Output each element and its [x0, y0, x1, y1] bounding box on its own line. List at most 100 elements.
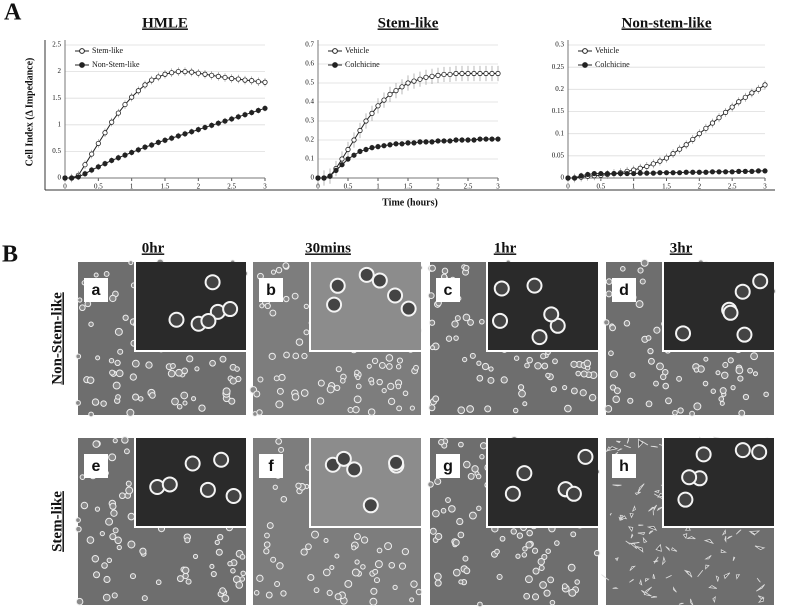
cell	[291, 292, 299, 300]
marker	[477, 70, 483, 77]
cell	[494, 548, 500, 555]
cell	[671, 547, 678, 552]
cell	[721, 371, 729, 380]
cell	[518, 389, 526, 398]
y-tick-label: 0.6	[305, 60, 314, 68]
legend-marker	[332, 48, 338, 54]
inset-cell	[329, 277, 346, 294]
cell	[719, 387, 727, 395]
cell	[629, 565, 636, 571]
cell	[467, 472, 475, 480]
cell	[623, 444, 631, 449]
panel-letter: d	[619, 282, 629, 299]
cell	[682, 533, 688, 540]
cell	[428, 264, 436, 272]
cell	[526, 529, 533, 537]
cell	[642, 536, 648, 543]
marker	[209, 122, 215, 128]
marker	[690, 136, 696, 143]
cell	[77, 297, 83, 303]
cell	[355, 375, 361, 381]
inset-cell	[565, 485, 582, 502]
marker	[670, 170, 676, 176]
marker	[82, 162, 88, 168]
cell	[115, 369, 124, 378]
marker	[477, 136, 483, 142]
y-tick-label: 0.1	[555, 129, 564, 137]
cell	[118, 492, 126, 500]
cell	[370, 587, 378, 595]
cell	[629, 372, 636, 379]
marker	[604, 170, 611, 177]
cell	[129, 573, 137, 580]
cell	[103, 575, 111, 584]
marker	[703, 169, 709, 175]
cell	[656, 362, 664, 371]
cell	[513, 355, 520, 361]
cell	[684, 570, 693, 578]
cell	[121, 436, 129, 444]
cell	[715, 575, 720, 582]
cell	[353, 533, 361, 540]
cell	[326, 589, 333, 596]
cell	[616, 440, 621, 444]
cell	[301, 352, 308, 360]
cell	[510, 528, 517, 535]
cell	[525, 541, 533, 549]
cell	[374, 560, 383, 569]
cell	[549, 599, 556, 606]
cell	[479, 454, 485, 460]
marker	[375, 144, 381, 150]
marker	[189, 129, 195, 135]
cell	[106, 557, 113, 563]
marker	[351, 152, 357, 158]
x-tick-label: 0	[316, 183, 320, 191]
cell	[127, 540, 136, 549]
cell	[752, 371, 758, 377]
cell	[653, 326, 661, 334]
cell	[538, 564, 545, 572]
marker	[709, 169, 716, 175]
marker	[624, 170, 630, 177]
marker	[357, 127, 363, 134]
cell	[300, 389, 309, 397]
cell	[429, 345, 435, 351]
marker	[447, 138, 453, 144]
marker	[215, 120, 221, 126]
cell	[388, 562, 396, 569]
marker	[435, 72, 441, 79]
marker	[381, 143, 387, 149]
cell	[727, 357, 734, 364]
marker	[722, 109, 729, 115]
marker	[722, 169, 729, 175]
marker	[235, 76, 241, 82]
cell	[645, 335, 652, 341]
cell	[561, 583, 568, 590]
marker	[62, 175, 68, 181]
cell	[552, 358, 558, 365]
inset-cell	[531, 329, 548, 346]
marker	[175, 133, 181, 139]
marker	[657, 170, 663, 176]
cell	[395, 364, 402, 370]
inset-cell	[346, 461, 363, 478]
cell	[355, 383, 362, 390]
marker	[650, 161, 656, 167]
cell	[75, 597, 84, 606]
marker	[89, 151, 95, 157]
legend-label: Colchicine	[345, 60, 380, 69]
marker	[202, 71, 208, 77]
cell	[268, 352, 276, 360]
cell	[562, 384, 568, 391]
x-tick-label: 1	[632, 183, 636, 191]
marker	[736, 168, 742, 174]
cell	[627, 397, 634, 404]
y-tick-label: 0	[58, 174, 62, 182]
cell	[387, 397, 396, 406]
cell	[463, 264, 470, 272]
cell	[334, 593, 342, 601]
cell	[139, 547, 147, 555]
marker	[637, 170, 643, 176]
cell	[396, 405, 403, 412]
cell	[75, 353, 82, 360]
